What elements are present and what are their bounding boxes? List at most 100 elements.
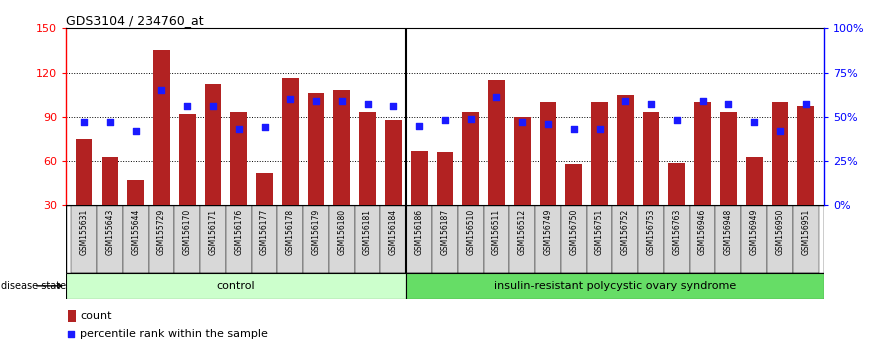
Point [593, 126, 607, 132]
Bar [282, 79, 299, 250]
Bar [411, 151, 427, 250]
Text: GSM156751: GSM156751 [595, 209, 604, 255]
Bar [385, 120, 402, 250]
Point [283, 96, 297, 102]
Text: GSM155644: GSM155644 [131, 209, 140, 255]
Bar [643, 113, 660, 250]
Bar [149, 205, 174, 273]
Bar [101, 156, 118, 250]
Point [747, 119, 761, 125]
Bar [230, 113, 247, 250]
Bar [359, 113, 376, 250]
Point [722, 102, 736, 107]
Point [232, 126, 246, 132]
Bar [690, 205, 715, 273]
Bar [488, 80, 505, 250]
Bar [535, 205, 561, 273]
Point [180, 103, 194, 109]
Text: GSM156184: GSM156184 [389, 209, 398, 255]
Bar [514, 117, 530, 250]
Bar [638, 205, 664, 273]
Bar [278, 205, 303, 273]
Text: GSM156749: GSM156749 [544, 209, 552, 255]
Point [644, 102, 658, 107]
Bar [76, 139, 93, 250]
Bar [793, 205, 818, 273]
Bar [406, 205, 432, 273]
Bar [355, 205, 381, 273]
Bar [669, 162, 685, 250]
Text: GSM155643: GSM155643 [106, 209, 115, 255]
Bar [200, 205, 226, 273]
Text: GSM155729: GSM155729 [157, 209, 166, 255]
Text: percentile rank within the sample: percentile rank within the sample [80, 329, 268, 339]
Text: insulin-resistant polycystic ovary syndrome: insulin-resistant polycystic ovary syndr… [494, 281, 737, 291]
Point [206, 103, 220, 109]
Bar [303, 205, 329, 273]
Text: GSM156511: GSM156511 [492, 209, 501, 255]
Bar [174, 205, 200, 273]
Bar [612, 205, 638, 273]
Bar [226, 205, 252, 273]
Point [257, 125, 271, 130]
Bar [333, 90, 351, 250]
Bar [509, 205, 535, 273]
Text: disease state: disease state [2, 281, 66, 291]
Text: GSM156752: GSM156752 [621, 209, 630, 255]
Point [566, 126, 581, 132]
Text: GSM156187: GSM156187 [440, 209, 449, 255]
Text: GSM156178: GSM156178 [285, 209, 295, 255]
Text: GSM156186: GSM156186 [415, 209, 424, 255]
Point [103, 119, 117, 125]
Bar [436, 152, 454, 250]
Bar [256, 173, 273, 250]
Bar [204, 84, 221, 250]
Point [412, 123, 426, 129]
Bar [591, 102, 608, 250]
Text: control: control [217, 281, 255, 291]
Text: GSM156510: GSM156510 [466, 209, 475, 255]
Point [154, 87, 168, 93]
Bar [153, 51, 170, 250]
Text: GSM156171: GSM156171 [209, 209, 218, 255]
Text: GSM156750: GSM156750 [569, 209, 578, 255]
Bar [617, 95, 633, 250]
Bar [539, 102, 557, 250]
Point [773, 128, 787, 134]
Point [541, 121, 555, 127]
Text: GSM156170: GSM156170 [182, 209, 192, 255]
Bar [252, 205, 278, 273]
Point [463, 116, 478, 121]
Bar [68, 310, 76, 322]
Point [490, 95, 504, 100]
Text: GDS3104 / 234760_at: GDS3104 / 234760_at [66, 14, 204, 27]
Point [438, 118, 452, 123]
Bar [179, 114, 196, 250]
Text: GSM156753: GSM156753 [647, 209, 655, 255]
Text: GSM156179: GSM156179 [312, 209, 321, 255]
Bar [463, 113, 479, 250]
Point [77, 119, 91, 125]
Text: GSM156949: GSM156949 [750, 209, 759, 255]
Text: GSM156946: GSM156946 [698, 209, 707, 255]
Bar [432, 205, 458, 273]
Bar [307, 93, 324, 250]
Text: GSM156950: GSM156950 [775, 209, 784, 255]
Bar [97, 205, 122, 273]
Text: GSM156951: GSM156951 [801, 209, 811, 255]
Bar [66, 273, 406, 299]
Point [309, 98, 323, 104]
Bar [587, 205, 612, 273]
Point [670, 118, 684, 123]
Bar [767, 205, 793, 273]
Text: GSM156176: GSM156176 [234, 209, 243, 255]
Text: GSM156177: GSM156177 [260, 209, 269, 255]
Point [696, 98, 710, 104]
Bar [566, 164, 582, 250]
Bar [746, 156, 763, 250]
Point [515, 119, 529, 125]
Bar [720, 113, 737, 250]
Text: GSM156763: GSM156763 [672, 209, 681, 255]
Bar [484, 205, 509, 273]
Bar [122, 205, 149, 273]
